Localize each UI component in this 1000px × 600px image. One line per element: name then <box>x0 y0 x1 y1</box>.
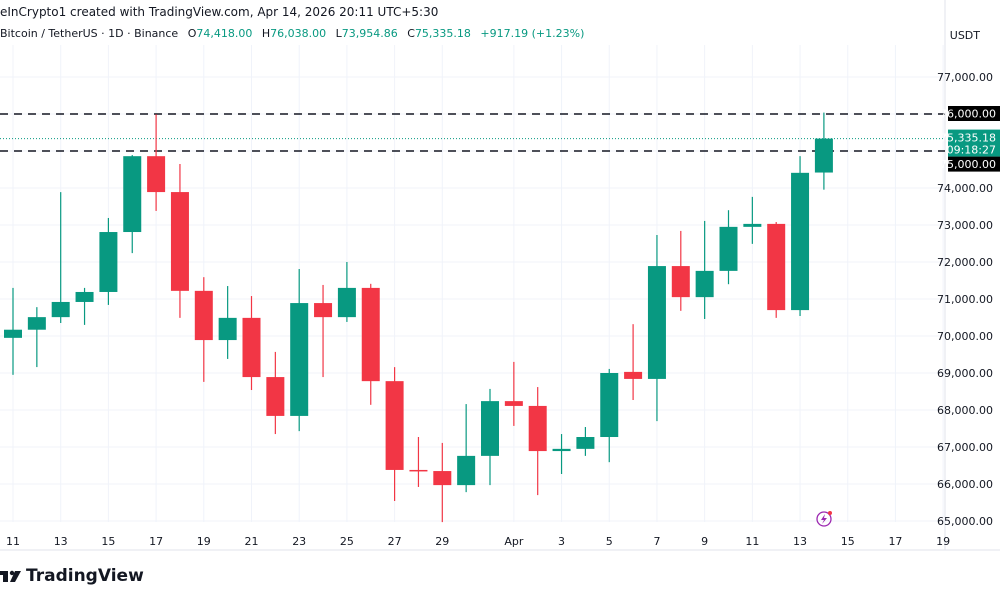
candle-body[interactable] <box>671 266 690 298</box>
candle-body[interactable] <box>814 138 833 173</box>
candle-body[interactable] <box>528 405 547 452</box>
candle-body[interactable] <box>194 290 213 341</box>
current-price-tag <box>948 129 1000 157</box>
symbol-name[interactable]: Bitcoin / TetherUS · 1D · Binance <box>0 27 179 40</box>
candle-body[interactable] <box>576 437 595 449</box>
notification-dot <box>828 511 832 515</box>
time-tick-label: 11 <box>6 535 20 548</box>
currency-label[interactable]: USDT <box>949 29 980 42</box>
level-price-label: 76,000.00 <box>940 108 996 121</box>
lightning-icon-glyph <box>821 514 827 524</box>
candle-body[interactable] <box>743 223 762 227</box>
level-price-label: 75,000.00 <box>940 158 996 171</box>
price-tick-label: 74,000.00 <box>937 182 993 195</box>
time-tick-label: 19 <box>197 535 211 548</box>
logo-text: TradingView <box>26 566 144 586</box>
time-tick-label: 19 <box>936 535 950 548</box>
candle-body[interactable] <box>314 303 333 318</box>
time-tick-label: 15 <box>101 535 115 548</box>
time-tick-label: 7 <box>653 535 660 548</box>
candle-body[interactable] <box>51 301 70 318</box>
level-price-tag <box>948 106 1000 121</box>
price-tick-label: 72,000.00 <box>937 256 993 269</box>
candle-body[interactable] <box>600 373 619 438</box>
time-tick-label: 17 <box>888 535 902 548</box>
price-tick-label: 65,000.00 <box>937 515 993 528</box>
candle-body[interactable] <box>290 303 309 416</box>
time-tick-label: 15 <box>841 535 855 548</box>
chart-attribution: eInCrypto1 created with TradingView.com,… <box>0 5 439 19</box>
candle-body[interactable] <box>27 317 46 330</box>
candle-body[interactable] <box>409 469 428 472</box>
low-value: 73,954.86 <box>341 27 398 40</box>
candlestick-chart[interactable]: 77,000.00 74,000.00 73,000.00 72,000.00 71,0… <box>0 0 1000 560</box>
close-value: 75,335.18 <box>414 27 471 40</box>
symbol-legend: Bitcoin / TetherUS · 1D · Binance O74,41… <box>0 27 584 40</box>
time-tick-label: 9 <box>701 535 708 548</box>
open-value: 74,418.00 <box>196 27 253 40</box>
candle-body[interactable] <box>75 291 94 302</box>
time-tick-label: 11 <box>745 535 759 548</box>
price-tick-label: 70,000.00 <box>937 330 993 343</box>
candle-body[interactable] <box>4 329 22 338</box>
candle-body[interactable] <box>337 287 356 318</box>
candle-body[interactable] <box>433 471 452 486</box>
time-tick-label: 29 <box>435 535 449 548</box>
low-label: L <box>335 27 342 40</box>
candle-body[interactable] <box>361 287 380 382</box>
candle-body[interactable] <box>99 232 118 292</box>
high-value: 76,038.00 <box>270 27 327 40</box>
change-value: +917.19 (+1.23%) <box>480 27 585 40</box>
time-tick-label: 5 <box>606 535 613 548</box>
price-tick-label: 71,000.00 <box>937 293 993 306</box>
price-tick-label: 69,000.00 <box>937 367 993 380</box>
candle-body[interactable] <box>123 156 142 233</box>
candle-body[interactable] <box>266 377 285 416</box>
time-tick-label: 21 <box>245 535 259 548</box>
candle-body[interactable] <box>147 156 166 193</box>
level-price-tag <box>948 156 1000 172</box>
candle-body[interactable] <box>218 317 237 341</box>
current-price-label: 75,335.18 <box>940 132 996 145</box>
lightning-icon[interactable] <box>816 511 832 527</box>
time-tick-label: 3 <box>558 535 565 548</box>
candle-body[interactable] <box>552 448 571 452</box>
time-tick-label: 25 <box>340 535 354 548</box>
time-tick-label: 13 <box>793 535 807 548</box>
candle-body[interactable] <box>242 317 261 378</box>
open-label: O <box>187 27 197 40</box>
candle-body[interactable] <box>481 401 499 456</box>
candle-body[interactable] <box>767 223 786 311</box>
candle-body[interactable] <box>791 172 810 311</box>
time-tick-label: 23 <box>292 535 306 548</box>
candle-body[interactable] <box>647 266 666 379</box>
candle-body[interactable] <box>695 270 714 298</box>
candle-body[interactable] <box>719 226 738 271</box>
price-tick-label: 67,000.00 <box>937 441 993 454</box>
candle-body[interactable] <box>457 455 476 486</box>
tradingview-logo: TradingView <box>0 566 144 586</box>
price-tick-label: 77,000.00 <box>937 71 993 84</box>
close-label: C <box>407 27 415 40</box>
price-tick-label: 68,000.00 <box>937 404 993 417</box>
candle-body[interactable] <box>624 371 643 379</box>
tradingview-logo-icon <box>0 570 21 582</box>
time-tick-label: Apr <box>504 535 524 548</box>
time-tick-label: 13 <box>54 535 68 548</box>
price-tick-label: 73,000.00 <box>937 219 993 232</box>
candle-body[interactable] <box>170 192 189 291</box>
time-tick-label: 17 <box>149 535 163 548</box>
price-tick-label: 66,000.00 <box>937 478 993 491</box>
countdown-label: 09:18:27 <box>947 144 996 157</box>
candle-body[interactable] <box>385 381 404 470</box>
candle-body[interactable] <box>504 401 523 406</box>
high-label: H <box>261 27 271 40</box>
time-tick-label: 27 <box>388 535 402 548</box>
